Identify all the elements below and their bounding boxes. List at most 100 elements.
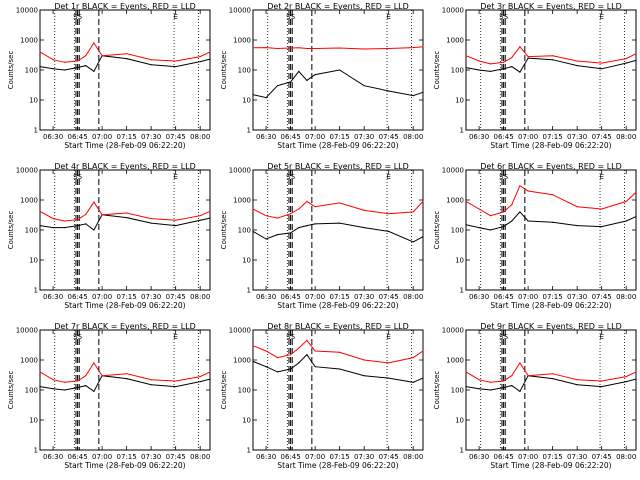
x-axis-label: Start Time (28-Feb-09 06:22:20)	[490, 141, 611, 150]
series-line-lld	[252, 339, 424, 364]
chart-panel: Det 6r BLACK = Events, RED = LLD 1 10 100 10…	[433, 162, 637, 310]
data-point-events	[511, 385, 513, 387]
data-point-events	[85, 223, 87, 225]
y-tick-label: 100	[451, 227, 464, 235]
data-point-lld	[478, 208, 480, 210]
data-point-events	[527, 57, 529, 59]
data-point-events	[412, 241, 414, 243]
data-point-events	[85, 385, 87, 387]
chart-panel: Det 3r BLACK = Events, RED = LLD 1 10 100 10…	[433, 2, 637, 150]
data-point-events	[252, 230, 254, 232]
x-tick-label: 06:30	[256, 133, 276, 141]
data-point-lld	[502, 61, 505, 63]
x-tick-label: 07:00	[92, 453, 112, 461]
data-point-lld	[93, 201, 95, 203]
data-point-lld	[265, 46, 267, 49]
y-axis-label: Counts/sec	[220, 51, 228, 90]
data-point-events	[314, 366, 316, 368]
y-tick-label: 10	[29, 257, 38, 265]
data-point-lld	[625, 57, 627, 60]
data-point-lld	[552, 373, 554, 375]
data-point-lld	[63, 381, 66, 383]
flag-mark: SS	[286, 173, 295, 181]
data-point-events	[52, 388, 54, 390]
x-tick-label: 07:45	[166, 453, 186, 461]
data-point-lld	[363, 209, 365, 212]
data-point-lld	[339, 47, 341, 49]
data-point-events	[306, 79, 308, 82]
x-tick-label: 06:45	[494, 293, 514, 301]
data-point-lld	[209, 210, 211, 212]
x-tick-label: 07:30	[567, 293, 587, 301]
y-tick-label: 1	[247, 287, 251, 295]
flag-mark: SS	[286, 13, 295, 21]
flag-mark: E	[599, 13, 603, 21]
series-line-lld	[465, 45, 637, 65]
x-tick-label: 08:00	[190, 453, 210, 461]
x-tick-label: 06:30	[43, 293, 63, 301]
y-axis-label: Counts/sec	[433, 51, 441, 90]
x-tick-label: 06:30	[43, 453, 63, 461]
data-point-lld	[306, 200, 308, 202]
chart-title: Det 5r BLACK = Events, RED = LLD	[267, 162, 409, 171]
x-axis-label: Start Time (28-Feb-09 06:22:20)	[64, 141, 185, 150]
x-tick-label: 08:00	[403, 453, 423, 461]
data-point-events	[635, 59, 637, 61]
data-point-events	[388, 377, 390, 379]
data-point-events	[93, 70, 95, 72]
data-point-events	[465, 224, 467, 226]
data-point-lld	[298, 47, 300, 49]
y-tick-label: 1000	[446, 357, 464, 365]
data-point-events	[298, 70, 300, 72]
data-point-lld	[150, 217, 152, 220]
y-tick-label: 10	[455, 417, 464, 425]
data-point-lld	[289, 354, 292, 356]
y-tick-label: 1000	[233, 37, 251, 45]
y-tick-label: 1	[34, 447, 38, 455]
series-line-events	[39, 214, 211, 231]
plot-frame	[252, 169, 424, 291]
x-tick-label: 08:00	[403, 133, 423, 141]
x-tick-label: 06:30	[256, 453, 276, 461]
series-line-lld	[39, 41, 211, 63]
data-point-lld	[289, 213, 292, 215]
data-point-events	[39, 65, 41, 68]
x-axis-label: Start Time (28-Feb-09 06:22:20)	[64, 301, 185, 310]
data-point-events	[363, 227, 365, 229]
data-point-lld	[93, 362, 95, 364]
x-tick-label: 06:45	[68, 453, 88, 461]
data-point-events	[489, 70, 492, 72]
data-point-lld	[199, 215, 201, 217]
data-point-lld	[126, 212, 128, 214]
flag-mark: SS	[499, 13, 508, 21]
data-point-lld	[175, 60, 177, 62]
data-point-events	[511, 65, 513, 68]
x-tick-label: 07:00	[305, 293, 325, 301]
x-tick-label: 07:45	[379, 293, 399, 301]
data-point-events	[363, 85, 365, 87]
data-point-lld	[489, 381, 492, 383]
data-point-lld	[85, 375, 87, 377]
y-tick-label: 10000	[16, 327, 38, 335]
data-point-lld	[39, 371, 41, 373]
x-tick-label: 07:45	[592, 133, 612, 141]
data-point-lld	[101, 214, 103, 216]
chart-panel: Det 1r BLACK = Events, RED = LLD 1 10 100 10…	[7, 2, 211, 150]
x-tick-label: 07:45	[379, 453, 399, 461]
data-point-lld	[635, 191, 637, 193]
data-point-lld	[101, 55, 103, 57]
x-tick-label: 07:30	[141, 453, 161, 461]
data-point-lld	[52, 217, 54, 220]
y-tick-label: 10000	[229, 327, 251, 335]
x-tick-label: 07:45	[166, 133, 186, 141]
data-point-lld	[502, 380, 505, 382]
y-tick-label: 1000	[233, 197, 251, 205]
y-tick-label: 10000	[229, 167, 251, 175]
data-point-events	[63, 389, 66, 391]
data-point-events	[76, 67, 79, 69]
data-point-lld	[314, 47, 316, 50]
x-tick-label: 07:30	[354, 293, 374, 301]
data-point-events	[175, 65, 177, 68]
data-point-events	[252, 94, 254, 96]
data-point-events	[265, 97, 267, 99]
